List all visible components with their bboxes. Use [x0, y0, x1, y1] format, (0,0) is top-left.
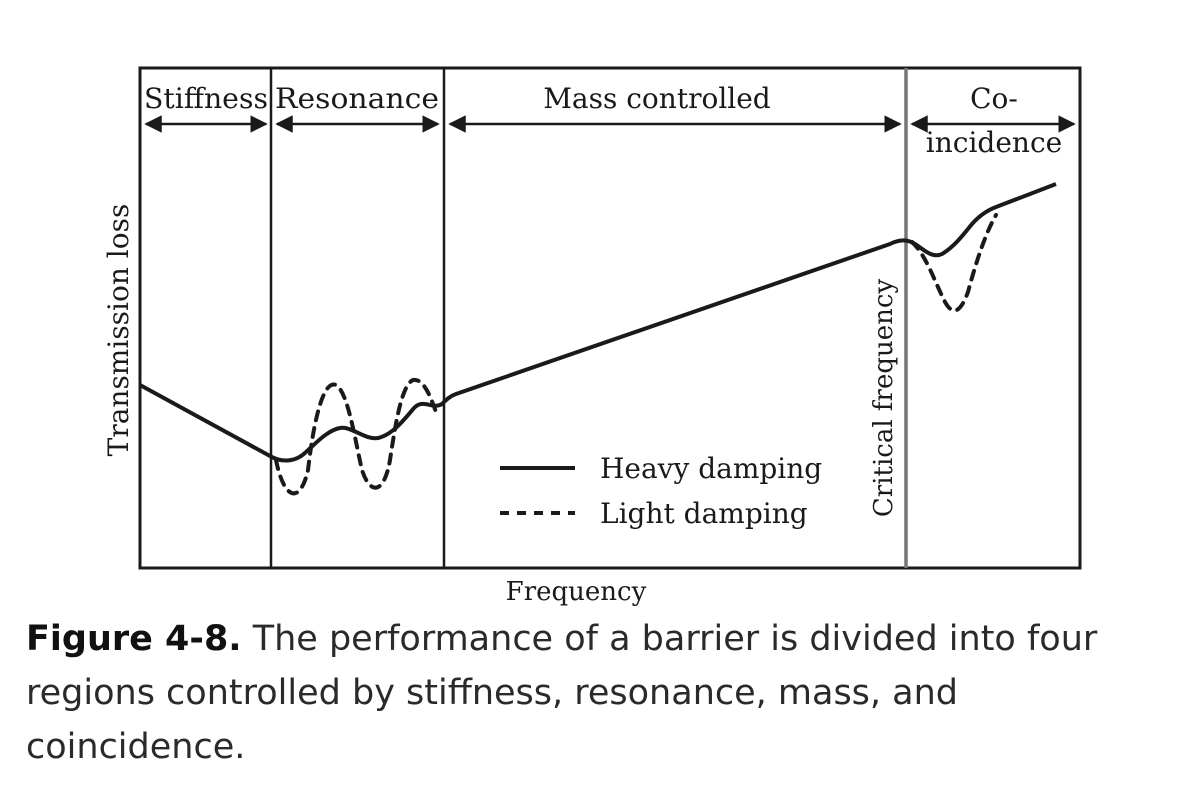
light-damping-curve [274, 377, 438, 496]
region-label-coincidence-line2: incidence [926, 126, 1062, 159]
plot-frame [138, 66, 1082, 570]
caption-figure-label: Figure 4-8. [26, 619, 242, 659]
figure-caption: Figure 4-8. The performance of a barrier… [26, 612, 1186, 774]
region-label-coincidence-line1: Co- [970, 82, 1018, 115]
light-damping-dip [910, 213, 998, 313]
caption-text: The performance of a barrier is divided … [26, 619, 1098, 767]
region-label-mass-controlled: Mass controlled [543, 82, 771, 115]
x-axis-label: Frequency [506, 577, 647, 607]
region-label-resonance: Resonance [275, 82, 439, 115]
heavy-damping-curve [139, 182, 1057, 463]
y-axis-label: Transmission loss [102, 204, 135, 457]
critical-frequency-label: Critical frequency [869, 279, 899, 518]
region-label-stiffness: Stiffness [144, 82, 268, 115]
legend-light-damping-label: Light damping [600, 497, 808, 530]
legend-heavy-damping-label: Heavy damping [600, 452, 822, 485]
